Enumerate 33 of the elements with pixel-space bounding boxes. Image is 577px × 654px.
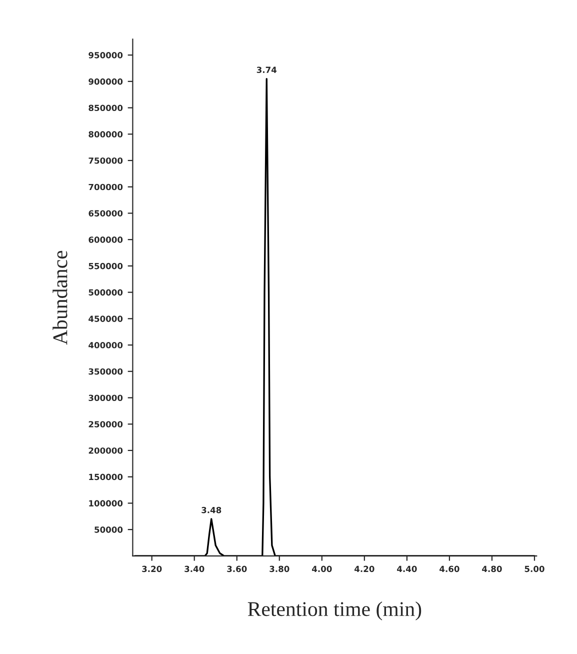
- y-tick-label: 300000: [88, 394, 123, 402]
- x-tick-label: 3.40: [184, 566, 204, 572]
- y-tick-label: 350000: [88, 368, 123, 375]
- y-tick-label: 450000: [88, 316, 123, 322]
- x-tick-label: 5.00: [524, 566, 544, 572]
- y-tick-label: 50000: [94, 526, 123, 533]
- y-tick-label: 200000: [88, 447, 123, 454]
- annotation: 3.74: [256, 66, 277, 73]
- y-tick-label: 650000: [88, 210, 123, 216]
- y-tick-label: 400000: [88, 342, 123, 348]
- y-tick-label: 700000: [88, 184, 123, 190]
- x-tick-label: 4.00: [312, 566, 332, 572]
- x-tick-label: 4.40: [397, 566, 417, 572]
- y-tick-label: 600000: [88, 236, 123, 243]
- y-tick-label: 500000: [88, 289, 123, 296]
- y-tick-label: 900000: [88, 78, 123, 85]
- y-tick-label: 750000: [88, 157, 123, 164]
- y-tick-label: 550000: [88, 262, 123, 270]
- y-tick-label: 950000: [88, 52, 123, 58]
- x-tick-label: 3.80: [270, 566, 290, 572]
- x-tick-label: 4.80: [482, 566, 502, 572]
- y-tick-label: 250000: [88, 421, 123, 428]
- x-tick-label: 3.20: [142, 566, 162, 572]
- y-tick-label: 800000: [88, 131, 123, 138]
- x-axis-title: Retention time (min): [248, 601, 422, 620]
- x-tick-label: 4.60: [440, 566, 460, 572]
- y-tick-label: 150000: [89, 474, 123, 480]
- x-tick-label: 4.20: [354, 566, 374, 572]
- y-axis-title: Abundance: [52, 250, 68, 345]
- y-tick-label: 850000: [88, 104, 123, 112]
- y-tick-label: 100000: [89, 500, 123, 506]
- annotation: 3.48: [202, 506, 222, 514]
- x-tick-label: 3.60: [227, 566, 247, 572]
